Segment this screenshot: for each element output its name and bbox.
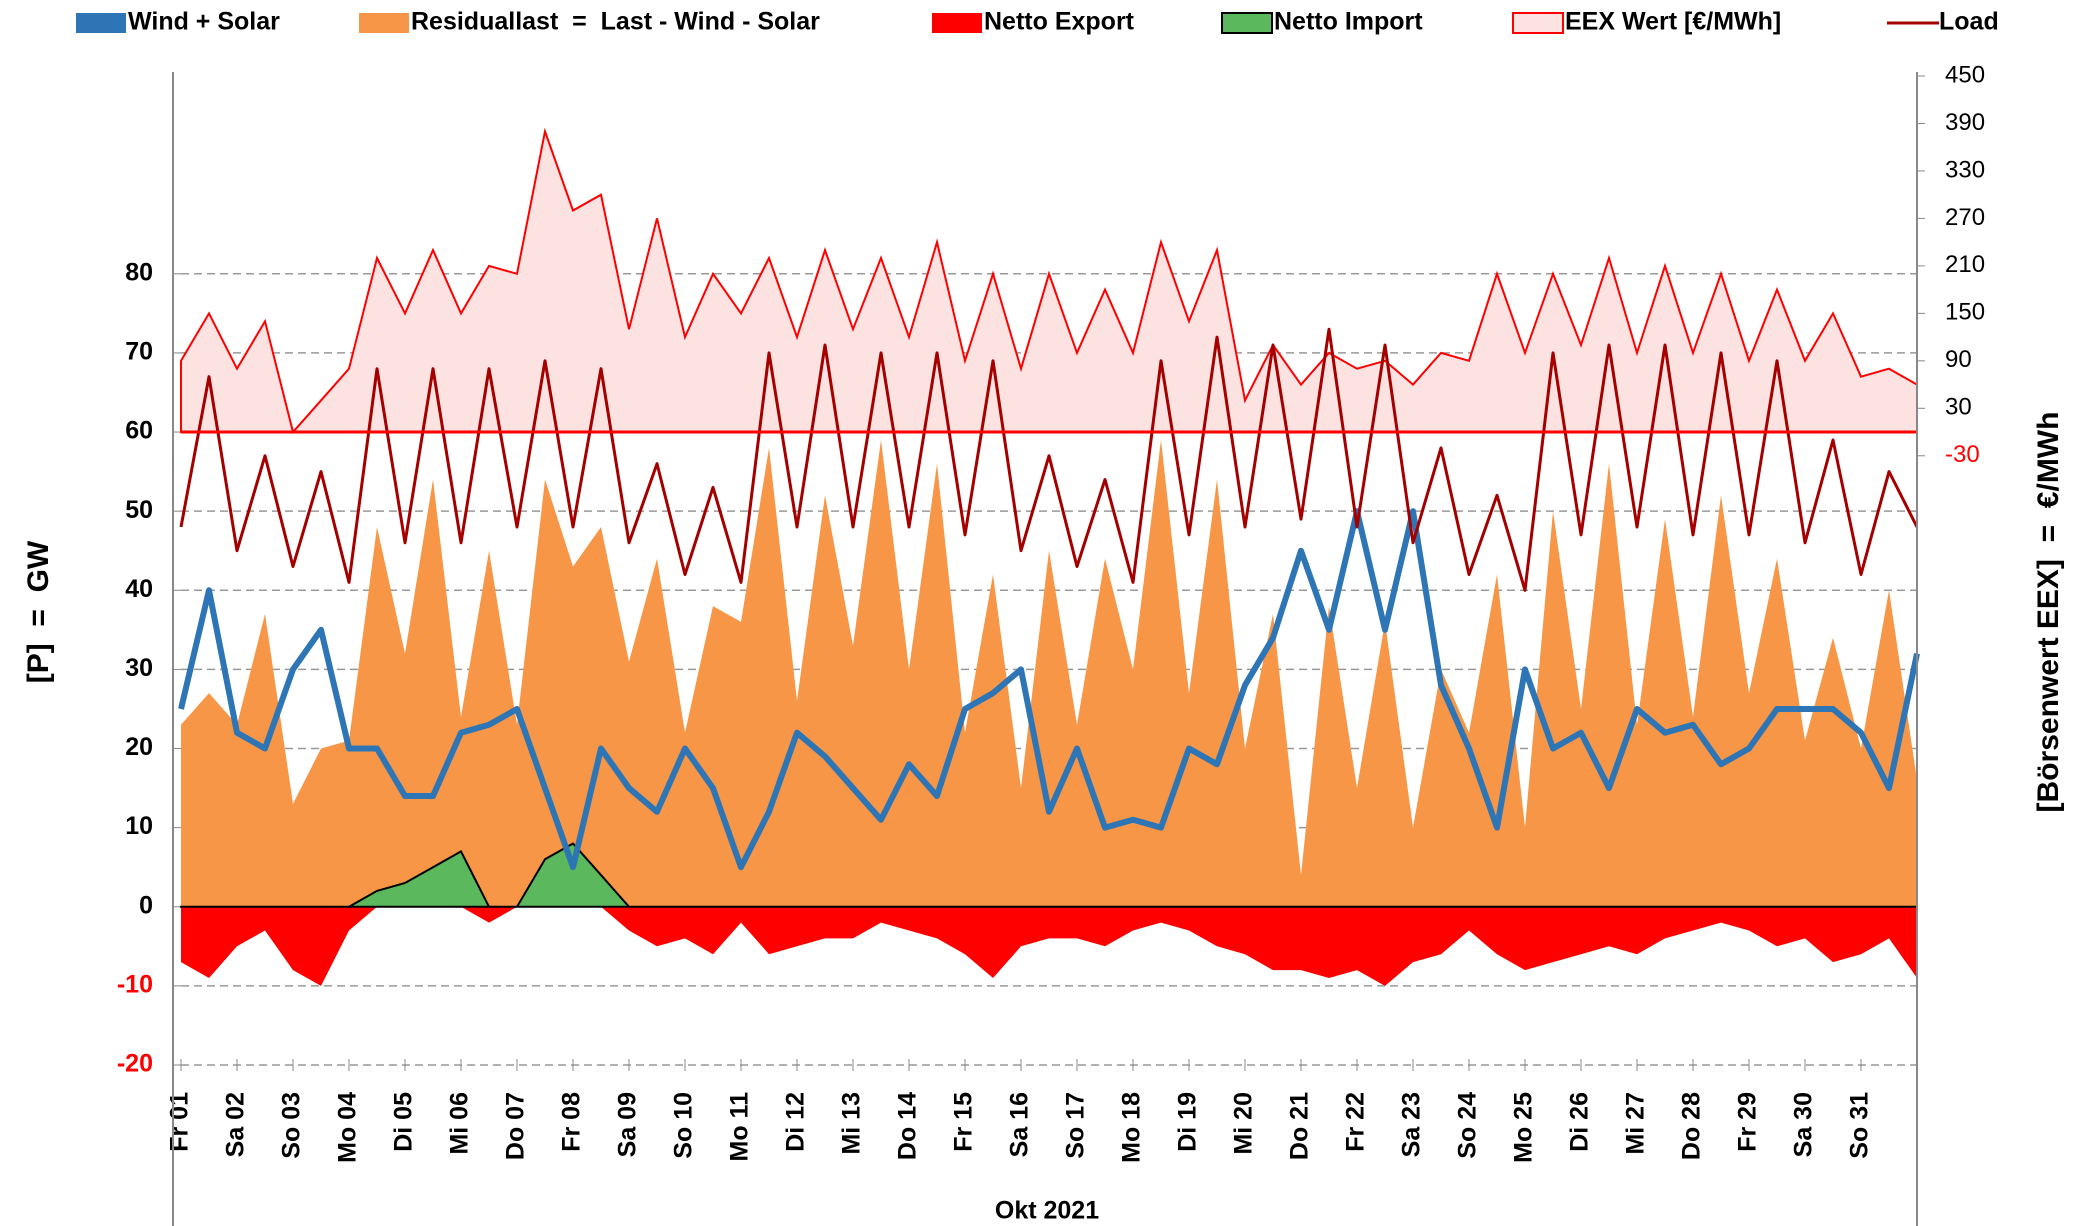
legend-swatch [932,13,982,33]
x-tick-label: Mi 20 [1230,1092,1258,1155]
area [180,127,1918,435]
x-tick-label: Di 12 [782,1092,810,1152]
legend-swatch [359,13,409,33]
y2-tick-label: 450 [1945,61,1985,88]
y2-tick-label: -30 [1945,441,1980,468]
x-tick-label: So 24 [1454,1092,1482,1159]
x-tick-label: Di 05 [390,1092,418,1152]
x-tick-label: Mi 06 [446,1092,474,1155]
x-tick-label: Mo 25 [1510,1092,1538,1163]
x-tick-label: So 17 [1062,1092,1090,1159]
area [181,906,1917,986]
legend-swatch [76,13,126,33]
legend-label: Netto Export [984,8,1135,36]
x-axis-label: Okt 2021 [995,1197,1099,1225]
x-tick-label: Mi 27 [1622,1092,1650,1155]
area [180,842,1918,908]
y-tick-label: 0 [139,891,153,919]
y2-tick-label: 210 [1945,251,1985,278]
x-tick-label: Fr 22 [1342,1092,1370,1152]
x-tick-label: Di 19 [1174,1092,1202,1152]
x-tick-label: Sa 02 [222,1092,250,1157]
x-tick-label: Fr 15 [950,1092,978,1152]
area [181,440,1917,907]
x-tick-label: Do 14 [894,1092,922,1160]
y-tick-label: 50 [125,496,153,524]
x-tick-label: Sa 23 [1398,1092,1426,1157]
line [179,327,1919,592]
y-tick-label: 10 [125,812,153,840]
y-tick-label: -20 [117,1050,153,1078]
x-tick-label: Do 21 [1286,1092,1314,1160]
y-tick-label: 30 [125,654,153,682]
legend-swatch [1221,12,1273,34]
legend-label: Wind + Solar [128,8,280,36]
x-tick-label: Sa 16 [1006,1092,1034,1157]
x-tick-label: Do 07 [502,1092,530,1160]
legend-label: Residuallast = Last - Wind - Solar [411,8,820,36]
y2-tick-label: 390 [1945,109,1985,136]
legend-label: EEX Wert [€/MWh] [1565,8,1781,36]
y2-tick-label: 270 [1945,204,1985,231]
y-tick-label: 20 [125,733,153,761]
x-tick-label: Fr 01 [166,1092,194,1152]
y-axis-label: [P] = GW [22,540,55,683]
y-tick-label: 70 [125,338,153,366]
x-tick-label: Mo 18 [1118,1092,1146,1163]
x-tick-label: Sa 09 [614,1092,642,1157]
y-tick-label: -10 [117,970,153,998]
y-tick-label: 80 [125,258,153,286]
x-tick-label: Sa 30 [1790,1092,1818,1157]
legend-label: Load [1939,8,1999,36]
x-tick-label: So 31 [1846,1092,1874,1159]
y-tick-label: 60 [125,417,153,445]
line [178,508,1920,871]
y-tick-label: 40 [125,575,153,603]
x-tick-label: Do 28 [1678,1092,1706,1160]
x-tick-label: Fr 08 [558,1092,586,1152]
x-tick-label: So 03 [278,1092,306,1159]
x-tick-label: Di 26 [1566,1092,1594,1152]
y2-tick-label: 330 [1945,156,1985,183]
y2-tick-label: 90 [1945,346,1972,373]
y2-tick-label: 30 [1945,394,1972,421]
legend-label: Netto Import [1274,8,1423,36]
x-tick-label: Mo 04 [334,1092,362,1163]
legend-swatch [1512,12,1564,34]
x-tick-label: Fr 29 [1734,1092,1762,1152]
x-tick-label: Mi 13 [838,1092,866,1155]
x-tick-label: Mo 11 [726,1092,754,1162]
x-tick-label: So 10 [670,1092,698,1159]
y2-axis-label: [Börsenwert EEX] = €/MWh [2032,412,2065,813]
y2-tick-label: 150 [1945,299,1985,326]
